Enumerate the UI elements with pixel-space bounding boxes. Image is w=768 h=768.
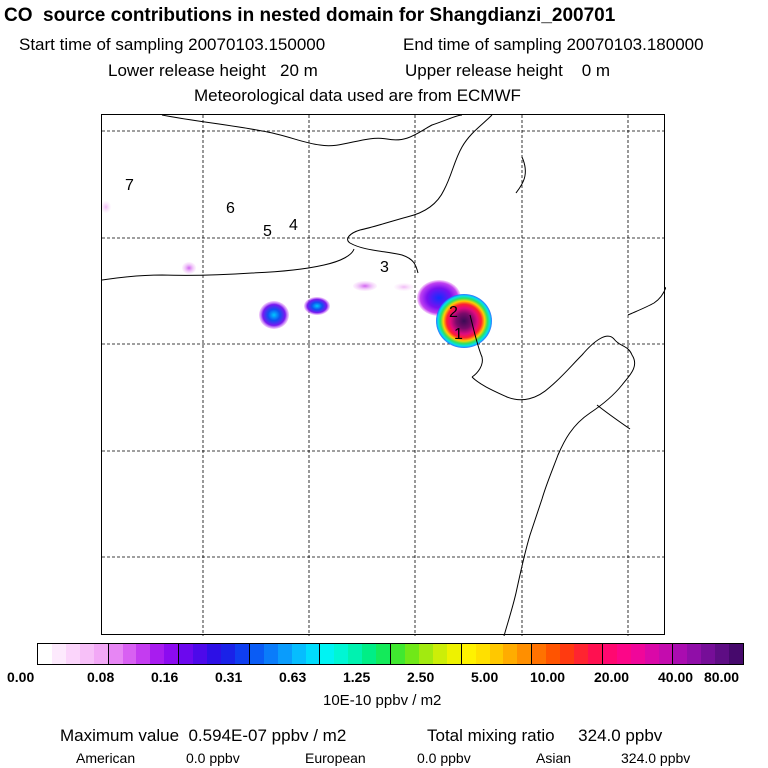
- colorbar-segment: [404, 644, 419, 664]
- location-label-6: 6: [226, 200, 235, 217]
- location-label-4: 4: [289, 217, 298, 234]
- map-title: CO source contributions in nested domain…: [4, 5, 616, 26]
- lower-release-label: Lower release height 20 m: [108, 61, 318, 80]
- colorbar-segment: [51, 644, 66, 664]
- colorbar-segment: [164, 644, 180, 664]
- colorbar-segment: [65, 644, 80, 664]
- american-label: American: [76, 750, 136, 766]
- colorbar-segment: [38, 644, 52, 664]
- colorbar-tick: 0.00: [7, 669, 35, 685]
- color-scale-bar: [37, 643, 744, 665]
- colorbar-segment: [376, 644, 392, 664]
- met-data-label: Meteorological data used are from ECMWF: [194, 86, 521, 105]
- colorbar-segment: [532, 644, 547, 664]
- colorbar-segment: [305, 644, 321, 664]
- colorbar-segment: [715, 644, 730, 664]
- colorbar-tick: 0.63: [279, 669, 307, 685]
- colorbar-segment: [729, 644, 744, 664]
- colorbar-segment: [503, 644, 518, 664]
- colorbar-segment: [320, 644, 335, 664]
- colorbar-segment: [263, 644, 278, 664]
- start-time-label: Start time of sampling 20070103.150000: [19, 35, 326, 54]
- colorbar-segment: [291, 644, 306, 664]
- location-label-5: 5: [263, 223, 272, 240]
- colorbar-segment: [220, 644, 235, 664]
- colorbar-segment: [179, 644, 194, 664]
- colorbar-tick: 80.00: [704, 669, 740, 685]
- colorbar-tick: 10.00: [530, 669, 566, 685]
- colorbar-units: 10E-10 ppbv / m2: [323, 692, 442, 709]
- colorbar-segment: [489, 644, 504, 664]
- upper-release-label: Upper release height 0 m: [405, 61, 611, 80]
- colorbar-segment: [701, 644, 716, 664]
- colorbar-segment: [687, 644, 702, 664]
- max-value-label: Maximum value 0.594E-07 ppbv / m2: [60, 726, 347, 745]
- colorbar-tick: 0.31: [215, 669, 243, 685]
- location-label-2: 2: [449, 304, 458, 321]
- colorbar-segment: [348, 644, 363, 664]
- end-time-label: End time of sampling 20070103.180000: [403, 35, 704, 54]
- plume-blobs: [102, 201, 492, 348]
- colorbar-segment: [122, 644, 137, 664]
- map-canvas: 1 2 3 4 5 6 7: [102, 115, 666, 636]
- colorbar-segment: [93, 644, 109, 664]
- colorbar-segment: [249, 644, 264, 664]
- colorbar-segment: [277, 644, 292, 664]
- colorbar-segment: [574, 644, 588, 664]
- location-label-7: 7: [125, 177, 134, 194]
- colorbar-segment: [587, 644, 603, 664]
- colorbar-segment: [108, 644, 123, 664]
- colorbar-segment: [560, 644, 575, 664]
- colorbar-segment: [207, 644, 221, 664]
- colorbar-segment: [517, 644, 533, 664]
- colorbar-segment: [446, 644, 462, 664]
- colorbar-segment: [150, 644, 165, 664]
- colorbar-segment: [79, 644, 94, 664]
- colorbar-tick: 1.25: [343, 669, 371, 685]
- colorbar-segment: [475, 644, 490, 664]
- colorbar-tick: 40.00: [658, 669, 694, 685]
- colorbar-tick: 5.00: [471, 669, 499, 685]
- asian-value: 324.0 ppbv: [621, 750, 691, 766]
- colorbar-segment: [616, 644, 631, 664]
- colorbar-segment: [461, 644, 476, 664]
- location-label-3: 3: [380, 259, 389, 276]
- location-label-1: 1: [454, 326, 463, 343]
- colorbar-tick: 2.50: [407, 669, 435, 685]
- colorbar-segment: [658, 644, 674, 664]
- total-mixing-label: Total mixing ratio 324.0 ppbv: [427, 726, 663, 745]
- colorbar-segment: [334, 644, 349, 664]
- map-panel: 1 2 3 4 5 6 7: [101, 114, 666, 636]
- colorbar-segment: [234, 644, 250, 664]
- colorbar-segment: [630, 644, 645, 664]
- colorbar-segment: [673, 644, 688, 664]
- colorbar-segment: [546, 644, 561, 664]
- colorbar-segment: [432, 644, 447, 664]
- colorbar-segment: [193, 644, 208, 664]
- colorbar-segment: [391, 644, 405, 664]
- colorbar-tick: 0.16: [151, 669, 179, 685]
- asian-label: Asian: [536, 750, 572, 766]
- colorbar-segment: [136, 644, 151, 664]
- american-value: 0.0 ppbv: [186, 750, 240, 766]
- european-value: 0.0 ppbv: [417, 750, 471, 766]
- location-labels: 1 2 3 4 5 6 7: [125, 177, 463, 343]
- grid-lines: [102, 115, 666, 636]
- colorbar-segment: [362, 644, 377, 664]
- coastlines-borders: [102, 115, 666, 636]
- colorbar-segment: [418, 644, 433, 664]
- colorbar-segment: [602, 644, 617, 664]
- european-label: European: [305, 750, 366, 766]
- colorbar-segment: [644, 644, 659, 664]
- colorbar-tick: 20.00: [594, 669, 630, 685]
- colorbar-tick: 0.08: [87, 669, 115, 685]
